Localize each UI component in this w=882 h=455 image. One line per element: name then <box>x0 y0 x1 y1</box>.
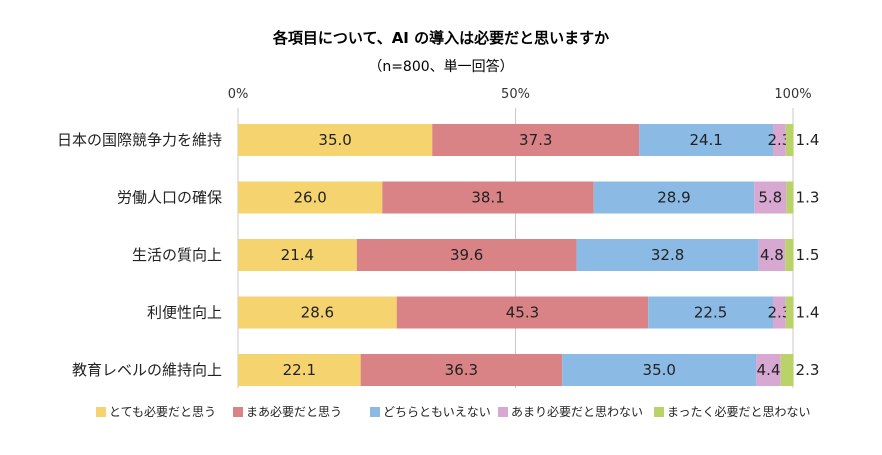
bar-segment <box>754 181 787 214</box>
x-tick-label: 50% <box>501 87 530 102</box>
category-label: 利便性向上 <box>147 304 222 322</box>
bar-segment <box>639 124 774 156</box>
legend-swatch <box>96 407 106 417</box>
legend-swatch <box>498 407 508 417</box>
data-label: 45.3 <box>506 304 539 322</box>
bar-segment <box>785 296 794 329</box>
data-label: 39.6 <box>450 246 483 264</box>
bar-segment <box>238 181 383 214</box>
data-label: 1.4 <box>796 131 820 149</box>
legend-entry: とても必要だと思う <box>109 405 216 419</box>
legend-entry: まったく必要だと思わない <box>667 405 811 419</box>
data-label: 4.8 <box>760 246 784 264</box>
x-axis-ticks: 0% 50% 100% <box>228 87 812 102</box>
legend: とても必要だと思う まあ必要だと思う どちらともいえない あまり必要だと思わない まった… <box>96 405 811 419</box>
data-label: 2.3 <box>796 361 820 379</box>
category-label: 教育レベルの維持向上 <box>72 361 222 379</box>
data-label: 32.8 <box>651 246 684 264</box>
bar-segment <box>773 296 786 329</box>
data-label: 28.9 <box>657 189 690 207</box>
bar-segment <box>773 124 786 156</box>
legend-entry: どちらともいえない <box>383 405 491 419</box>
data-label: 35.0 <box>643 361 676 379</box>
data-label: 24.1 <box>689 131 722 149</box>
data-label: 2.3 <box>767 304 791 322</box>
data-label: 1.3 <box>796 189 820 207</box>
data-label: 5.8 <box>758 189 782 207</box>
bar-segment <box>758 239 786 271</box>
bar-segment <box>756 354 781 386</box>
data-label: 21.4 <box>281 246 314 264</box>
bar-segment <box>238 296 397 329</box>
bar-segment <box>562 354 757 386</box>
x-tick-label: 0% <box>228 87 249 102</box>
bar-segment <box>785 124 794 156</box>
bar-segment <box>238 239 357 271</box>
data-label: 4.4 <box>757 361 781 379</box>
bar-segment <box>648 296 774 329</box>
bar-segment <box>238 124 433 156</box>
data-label: 28.6 <box>301 304 334 322</box>
bars: 35.0 37.3 24.1 2.3 1.4 26.0 38.1 28.9 5.8 1.3 21.4… <box>238 124 819 386</box>
legend-swatch <box>233 407 243 417</box>
data-label: 22.1 <box>283 361 316 379</box>
bar-segment <box>593 181 755 214</box>
bar-segment <box>785 239 794 271</box>
x-tick-label: 100% <box>774 87 811 102</box>
data-label: 1.5 <box>796 246 820 264</box>
legend-entry: あまり必要だと思わない <box>511 405 643 419</box>
bar-segment <box>432 124 640 156</box>
chart-title: 各項目について、AI の導入は必要だと思いますか <box>272 29 609 47</box>
data-label: 35.0 <box>318 131 351 149</box>
category-label: 日本の国際競争力を維持 <box>57 131 222 149</box>
category-label: 労働人口の確保 <box>117 189 222 207</box>
legend-swatch <box>654 407 664 417</box>
bar-segment <box>780 354 794 386</box>
data-label: 1.4 <box>796 304 820 322</box>
data-label: 36.3 <box>445 361 478 379</box>
category-label: 生活の質向上 <box>132 246 222 264</box>
bar-segment <box>238 354 361 386</box>
bar-segment <box>356 239 577 271</box>
chart-subtitle: （n=800、単一回答） <box>368 58 513 75</box>
data-label: 38.1 <box>471 189 504 207</box>
data-label: 22.5 <box>694 304 727 322</box>
data-label: 37.3 <box>519 131 552 149</box>
data-label: 26.0 <box>293 189 326 207</box>
bar-segment <box>396 296 649 329</box>
bar-segment <box>576 239 759 271</box>
legend-swatch <box>370 407 380 417</box>
data-label: 2.3 <box>767 131 791 149</box>
bar-segment <box>382 181 594 214</box>
legend-entry: まあ必要だと思う <box>246 405 342 419</box>
bar-segment <box>786 181 794 214</box>
bar-segment <box>360 354 563 386</box>
